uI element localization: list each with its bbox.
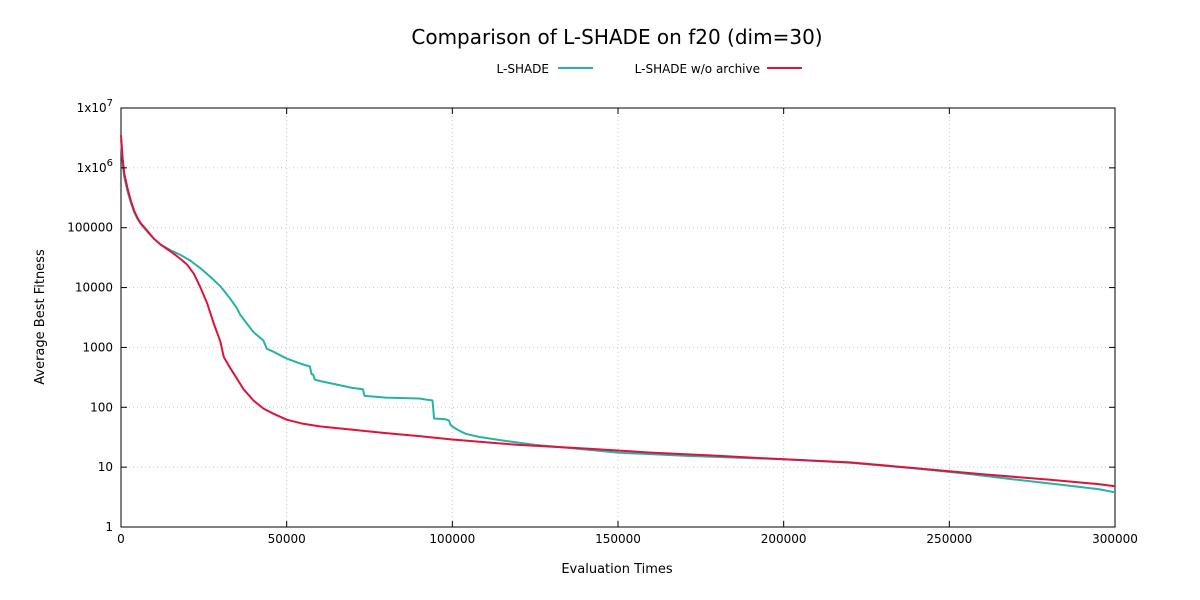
chart-title: Comparison of L-SHADE on f20 (dim=30)	[411, 25, 822, 49]
legend-label-l-shade-wo-archive: L-SHADE w/o archive	[635, 62, 760, 76]
x-tick-label: 100000	[429, 532, 475, 546]
y-tick-label: 100000	[67, 221, 113, 235]
y-tick-label: 10	[98, 460, 113, 474]
legend: L-SHADE L-SHADE w/o archive	[497, 62, 802, 76]
legend-label-l-shade: L-SHADE	[497, 62, 549, 76]
y-tick-label: 1	[105, 520, 113, 534]
y-tick-label: 10000	[75, 281, 113, 295]
x-tick-label: 50000	[268, 532, 306, 546]
x-tick-label: 200000	[761, 532, 807, 546]
x-tick-label: 300000	[1092, 532, 1138, 546]
y-tick-label: 1x106	[77, 158, 113, 175]
tick-labels: 0 50000 100000 150000 200000 250000 300000 1 10 1…	[67, 98, 1138, 546]
series-line-l-shade-w-o-archive	[120, 135, 1116, 488]
grid	[121, 108, 1115, 527]
x-tick-label: 250000	[926, 532, 972, 546]
series-layer	[120, 135, 1116, 494]
y-tick-label: 100	[90, 400, 113, 414]
y-tick-label: 1x107	[77, 98, 113, 115]
x-axis-label: Evaluation Times	[561, 562, 673, 577]
x-tick-label: 0	[117, 532, 125, 546]
y-tick-label: 1000	[82, 340, 113, 354]
x-tick-label: 150000	[595, 532, 641, 546]
y-axis-label: Average Best Fitness	[33, 249, 48, 385]
